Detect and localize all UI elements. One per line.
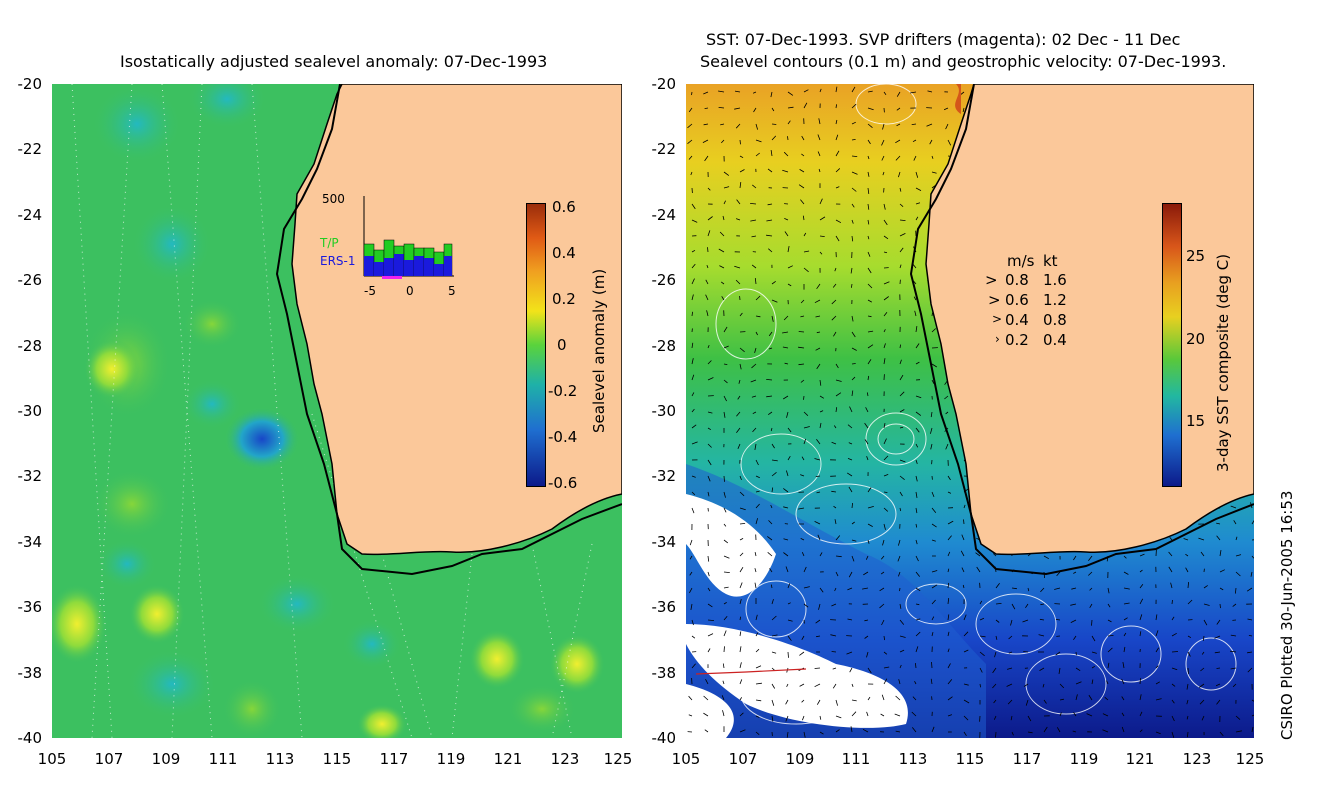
inset-x-tick: -5 [364,284,376,298]
left-y-tick: -22 [17,140,43,158]
left-y-tick: -28 [17,337,43,355]
plot-credit: CSIRO Plotted 30-Jun-2005 16:53 [1278,490,1296,740]
left-y-tick: -26 [17,271,43,289]
velocity-legend-arrow-icon: > [985,271,998,289]
velocity-legend-kt: 1.6 [1043,271,1067,289]
sealevel-colorbar-tick: 0.6 [552,198,576,216]
right-x-tick: 117 [1012,750,1042,768]
left-x-tick: 111 [208,750,238,768]
sst-colorbar-label: 3-day SST composite (deg C) [1214,253,1232,472]
right-x-tick: 121 [1125,750,1155,768]
velocity-legend-header-kt: kt [1043,252,1058,270]
sst-colorbar-tick: 25 [1186,247,1206,265]
sealevel-colorbar-tick: -0.4 [548,428,578,446]
inset-tp-label: T/P [320,236,339,250]
left-x-tick: 123 [550,750,580,768]
left-y-tick: -20 [17,75,43,93]
velocity-legend-ms: 0.2 [1005,331,1029,349]
left-panel-title: Isostatically adjusted sealevel anomaly:… [120,52,548,71]
velocity-legend-arrow-icon: › [995,332,1000,346]
right-y-tick: -20 [651,75,677,93]
sealevel-colorbar-tick: -0.6 [548,474,578,492]
velocity-legend-ms: 0.8 [1005,271,1029,289]
right-x-tick: 109 [785,750,815,768]
left-x-tick: 125 [603,750,633,768]
left-y-tick: -24 [17,206,43,224]
right-y-tick: -34 [651,533,677,551]
data-count-inset: 500 T/P ERS-1 -5 0 5 [318,188,458,298]
velocity-legend-arrow-icon: > [992,312,1003,326]
velocity-legend-ms: 0.4 [1005,311,1029,329]
velocity-legend-arrow-icon: > [988,291,1001,309]
right-x-tick: 107 [728,750,758,768]
velocity-legend-kt: 0.8 [1043,311,1067,329]
sst-map [686,84,1254,738]
left-y-tick: -38 [17,664,43,682]
right-y-tick: -36 [651,598,677,616]
right-x-tick: 123 [1182,750,1212,768]
cloud-mask [686,494,908,738]
sealevel-colorbar-tick: 0.2 [552,290,576,308]
left-y-tick: -36 [17,598,43,616]
sealevel-colorbar-tick: -0.2 [548,382,578,400]
sealevel-colorbar-tick: 0 [557,336,567,354]
right-panel-title-line2: Sealevel contours (0.1 m) and geostrophi… [700,52,1227,71]
right-y-tick: -28 [651,337,677,355]
left-x-tick: 113 [265,750,295,768]
right-map-panel [686,84,1254,738]
sst-colorbar-tick: 20 [1186,330,1206,348]
sealevel-colorbar-label: Sealevel anomaly (m) [590,268,608,433]
left-x-tick: 115 [322,750,352,768]
right-shelf-contour [909,84,1254,576]
inset-bar-group [363,239,453,277]
left-y-tick: -34 [17,533,43,551]
inset-x-tick: 0 [406,284,414,298]
right-y-tick: -22 [651,140,677,158]
right-x-tick: 105 [671,750,701,768]
left-x-tick: 119 [436,750,466,768]
left-y-tick: -40 [17,729,43,747]
velocity-legend: m/s kt > 0.8 1.6 > 0.6 1.2 > 0.4 0.8 › 0… [985,252,1095,352]
velocity-legend-kt: 0.4 [1043,331,1067,349]
velocity-legend-header-ms: m/s [1007,252,1035,270]
sealevel-contours [715,84,1237,725]
velocity-legend-kt: 1.2 [1043,291,1067,309]
inset-ymax-label: 500 [322,192,345,206]
sst-colorbar-tick: 15 [1186,412,1206,430]
right-y-tick: -26 [651,271,677,289]
sst-colorbar [1162,203,1182,487]
left-x-tick: 121 [493,750,523,768]
inset-bars [363,196,454,279]
right-y-tick: -24 [651,206,677,224]
left-shelf-contour [275,84,622,576]
sealevel-colorbar-tick: 0.4 [552,244,576,262]
drifter-track [695,668,807,675]
left-x-tick: 109 [151,750,181,768]
sealevel-colorbar [526,203,546,487]
right-y-tick: -38 [651,664,677,682]
left-x-tick: 105 [37,750,67,768]
right-y-tick: -32 [651,467,677,485]
right-x-tick: 113 [898,750,928,768]
inset-ers-label: ERS-1 [320,254,356,268]
right-x-tick: 111 [841,750,871,768]
left-y-tick: -30 [17,402,43,420]
right-x-tick: 115 [955,750,985,768]
inset-x-tick: 5 [448,284,456,298]
right-panel-title-line1: SST: 07-Dec-1993. SVP drifters (magenta)… [706,30,1181,49]
left-y-tick: -32 [17,467,43,485]
right-y-tick: -30 [651,402,677,420]
right-y-tick: -40 [651,729,677,747]
left-x-tick: 117 [379,750,409,768]
velocity-legend-ms: 0.6 [1005,291,1029,309]
right-x-tick: 125 [1235,750,1265,768]
left-x-tick: 107 [94,750,124,768]
right-x-tick: 119 [1069,750,1099,768]
